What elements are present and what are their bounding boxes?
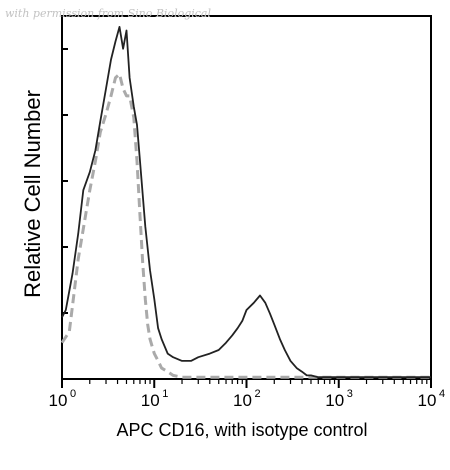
x-tick-label: 10 [49, 391, 68, 410]
y-axis-label: Relative Cell Number [20, 90, 45, 298]
cd16-stained-line [61, 26, 431, 379]
plot-frame [61, 15, 432, 380]
x-tick-exponent: 4 [439, 388, 445, 400]
x-axis-label: APC CD16, with isotype control [116, 420, 367, 440]
x-tick-exponent: 3 [347, 388, 353, 400]
x-tick-label: 10 [325, 391, 344, 410]
watermark: with permission from Sino Biological [5, 7, 212, 20]
x-tick-exponent: 0 [70, 388, 76, 400]
x-tick-exponent: 1 [162, 388, 168, 400]
x-tick-label: 10 [233, 391, 252, 410]
x-tick-label: 10 [141, 391, 160, 410]
x-tick-exponent: 2 [255, 388, 261, 400]
isotype-control-line [60, 72, 431, 379]
x-tick-label: 10 [418, 391, 437, 410]
